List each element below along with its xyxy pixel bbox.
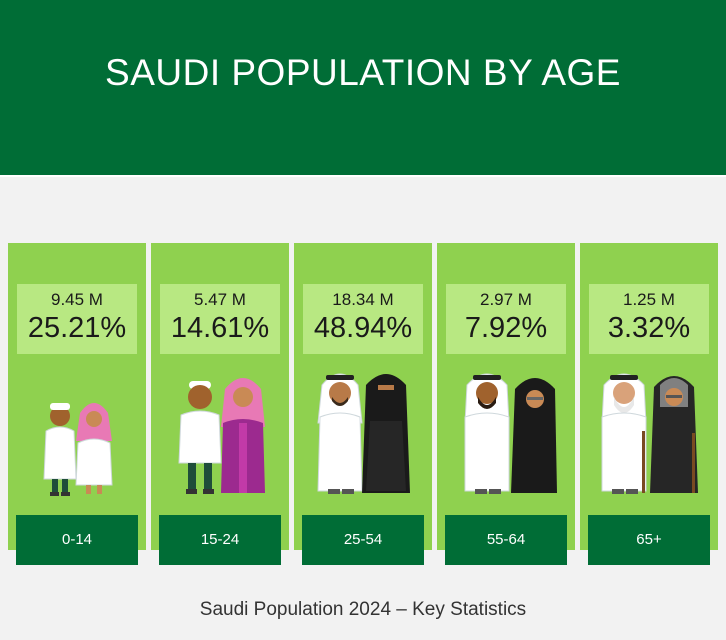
population-percent: 48.94%	[313, 312, 413, 344]
age-label: 25-54	[302, 515, 424, 565]
stat-box: 5.47 M 14.61%	[160, 284, 280, 354]
stat-box: 1.25 M 3.32%	[589, 284, 709, 354]
age-group-card: 1.25 M 3.32% 65+	[580, 243, 718, 565]
population-count: 1.25 M	[623, 290, 675, 309]
population-count: 2.97 M	[480, 290, 532, 309]
adult-couple-icon	[317, 373, 410, 494]
age-label: 15-24	[159, 515, 281, 565]
stat-box: 2.97 M 7.92%	[446, 284, 566, 354]
divider	[0, 175, 726, 177]
age-label: 65+	[588, 515, 710, 565]
population-percent: 3.32%	[607, 312, 691, 344]
population-percent: 14.61%	[170, 312, 270, 344]
page-title: SAUDI POPULATION BY AGE	[105, 52, 621, 93]
stat-box: 18.34 M 48.94%	[303, 284, 423, 354]
elderly-couple-icon	[601, 373, 698, 494]
youth-couple-icon	[178, 378, 265, 494]
middle-aged-couple-icon	[464, 373, 557, 494]
population-count: 18.34 M	[332, 290, 394, 309]
population-percent: 25.21%	[27, 312, 127, 344]
population-percent: 7.92%	[464, 312, 548, 344]
age-group-card: 5.47 M 14.61% 15-24	[151, 243, 289, 565]
caption: Saudi Population 2024 – Key Statistics	[199, 599, 527, 620]
age-group-card: 18.34 M 48.94% 25-54	[294, 243, 432, 565]
population-count: 5.47 M	[194, 290, 246, 309]
age-group-card: 9.45 M 25.21% 0-14	[8, 243, 146, 565]
stat-box: 9.45 M 25.21%	[17, 284, 137, 354]
population-count: 9.45 M	[51, 290, 103, 309]
children-icon	[43, 403, 113, 496]
age-label: 0-14	[16, 515, 138, 565]
age-group-card: 2.97 M 7.92% 55-64	[437, 243, 575, 565]
header-banner: SAUDI POPULATION BY AGE	[0, 0, 726, 175]
age-label: 55-64	[445, 515, 567, 565]
